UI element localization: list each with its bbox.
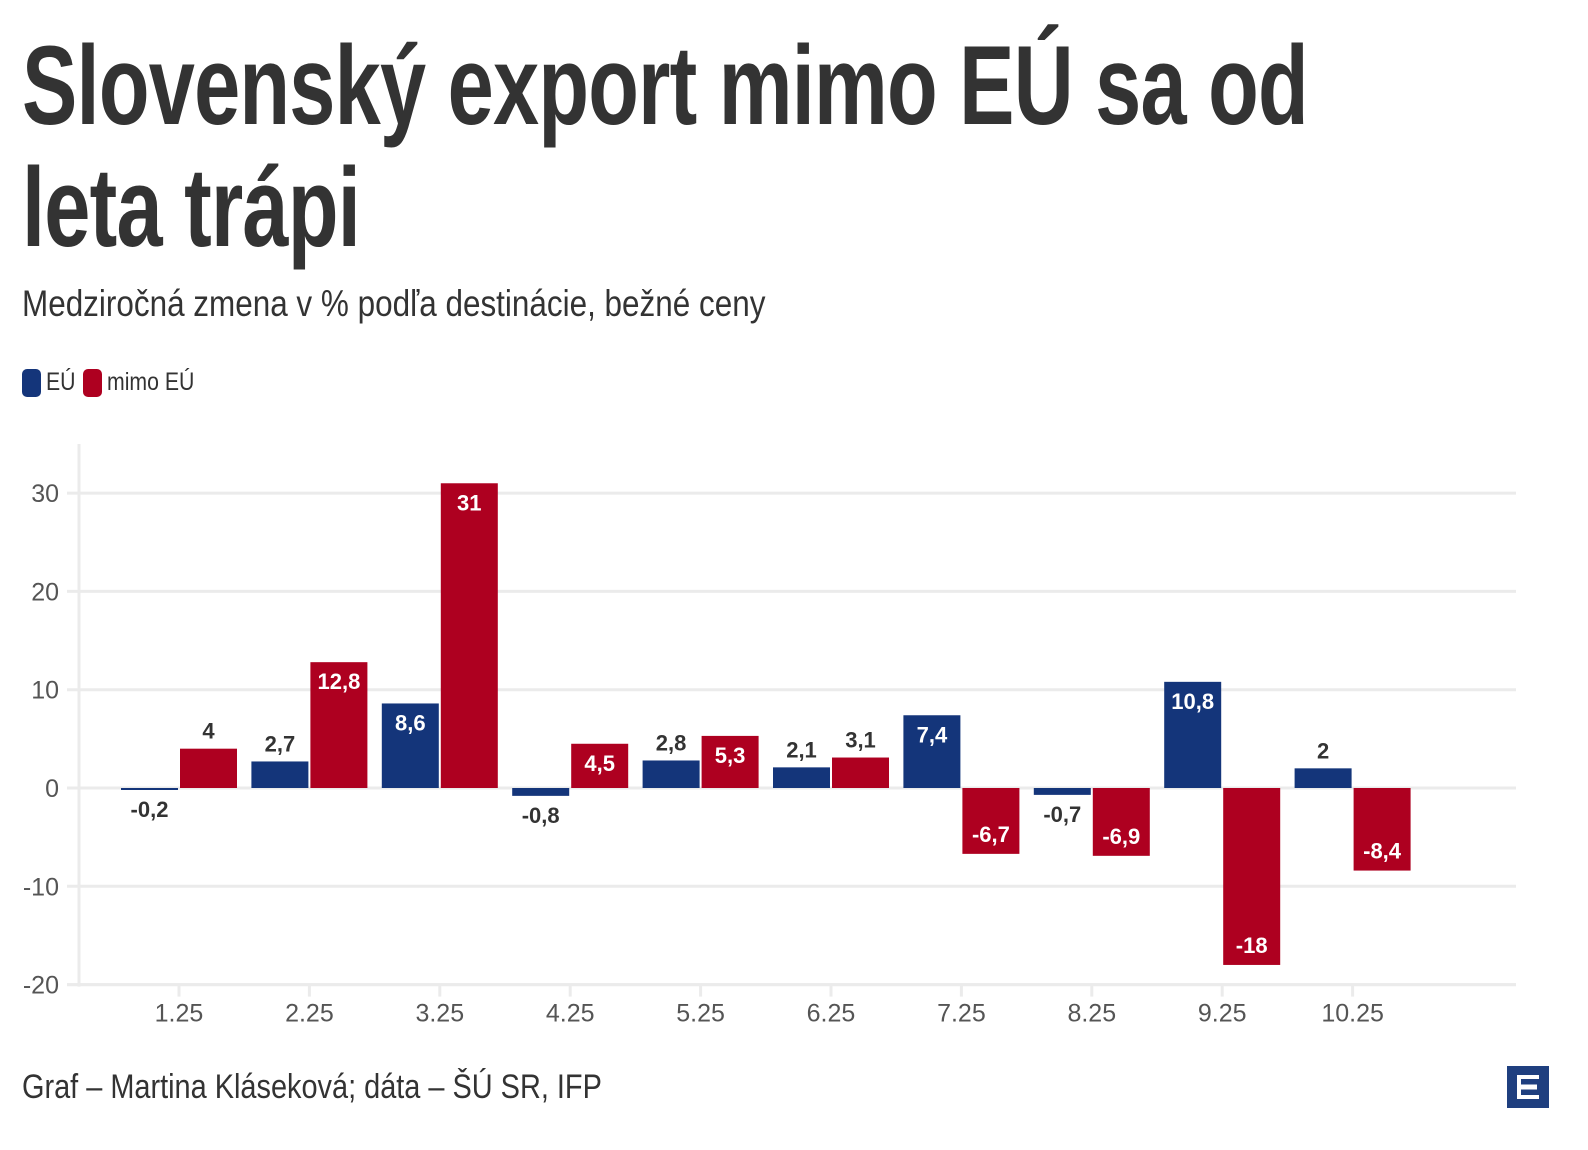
data-label-eu: -0,7 (1043, 802, 1081, 827)
data-label-mimo-eu: -18 (1236, 933, 1268, 958)
source-credit: Graf – Martina Kláseková; dáta – ŠÚ SR, … (22, 1068, 602, 1106)
bar-eu (1033, 788, 1091, 795)
e-logo-glyph (1517, 1075, 1539, 1099)
y-tick-label: 10 (31, 677, 59, 705)
data-labels: -0,2 4 2,7 12,8 8,6 31 -0,8 4,5 2,8 5,3 2,1 3,1 7,4 -… (131, 490, 1402, 958)
legend-item-mimo-eu[interactable]: mimo EÚ (82, 368, 202, 397)
data-label-eu: 2 (1317, 738, 1329, 763)
x-tick-label: 5.25 (676, 1000, 725, 1028)
data-label-mimo-eu: 4 (202, 719, 215, 744)
data-label-eu: -0,2 (131, 797, 169, 822)
data-label-eu: -0,8 (522, 803, 560, 828)
data-label-eu: 7,4 (917, 722, 948, 747)
data-label-eu: 10,8 (1171, 689, 1214, 714)
bar-eu (773, 767, 830, 788)
bar-mimo-eu (1092, 788, 1150, 856)
bars (121, 483, 1411, 965)
bar-mimo-eu (180, 748, 237, 788)
bar-mimo-eu (571, 743, 629, 788)
legend-swatch-eu (22, 368, 41, 397)
chart-title-line-2: leta trápi (22, 145, 361, 270)
legend-swatch-mimo-eu (82, 368, 102, 397)
bar-eu (251, 761, 309, 788)
x-tick-label: 4.25 (546, 1000, 595, 1028)
bar-mimo-eu (701, 735, 759, 788)
x-axis: 1.25 2.25 3.25 4.25 5.25 6.25 7.25 8.25 9.25 10.2… (67, 983, 1516, 1028)
bar-eu (121, 788, 178, 790)
bar-eu (512, 788, 570, 796)
data-label-eu: 8,6 (395, 710, 426, 735)
legend-item-eu[interactable]: EÚ (22, 368, 76, 397)
data-label-mimo-eu: 3,1 (845, 728, 876, 753)
y-axis: 30 20 10 0 -10 -20 (23, 443, 81, 1000)
y-tick-label: 30 (31, 480, 59, 508)
bar-eu (381, 703, 439, 788)
data-label-eu: 2,8 (656, 730, 687, 755)
bar-eu (642, 760, 700, 788)
y-tick-label: 0 (45, 775, 59, 803)
bar-mimo-eu (440, 483, 498, 788)
e-logo-icon[interactable] (1507, 1066, 1549, 1108)
x-tick-label: 10.25 (1321, 1000, 1384, 1028)
data-label-mimo-eu: 31 (457, 490, 481, 515)
legend: EÚ mimo EÚ (22, 368, 212, 397)
data-label-mimo-eu: 12,8 (317, 669, 360, 694)
data-label-mimo-eu: -6,9 (1102, 824, 1140, 849)
bar-chart: 30 20 10 0 -10 -20 1.25 2.25 3.25 4.25 5.25 6.25 7.… (23, 443, 1516, 1028)
x-tick-label: 2.25 (285, 1000, 334, 1028)
chart-title-line-1: Slovenský export mimo EÚ sa od (22, 23, 1309, 148)
y-tick-label: -20 (23, 972, 59, 1000)
y-tick-label: 20 (31, 578, 59, 606)
bar-mimo-eu (1223, 788, 1281, 965)
bar-mimo-eu (310, 662, 368, 788)
bar-eu (903, 715, 961, 788)
x-tick-label: 8.25 (1067, 1000, 1116, 1028)
x-tick-label: 7.25 (937, 1000, 986, 1028)
x-tick-label: 3.25 (415, 1000, 464, 1028)
chart-subtitle: Medziročná zmena v % podľa destinácie, b… (22, 283, 766, 324)
data-label-eu: 2,1 (786, 737, 817, 762)
bar-mimo-eu (832, 757, 889, 788)
legend-label-eu: EÚ (46, 368, 76, 396)
bar-eu (1164, 681, 1222, 788)
data-label-eu: 2,7 (265, 731, 296, 756)
data-label-mimo-eu: 5,3 (715, 743, 746, 768)
legend-label-mimo-eu: mimo EÚ (106, 368, 195, 396)
data-label-mimo-eu: -8,4 (1363, 839, 1402, 864)
data-label-mimo-eu: 4,5 (584, 751, 615, 776)
bar-mimo-eu (962, 788, 1020, 854)
data-label-mimo-eu: -6,7 (972, 822, 1010, 847)
y-tick-label: -10 (23, 873, 59, 901)
x-tick-label: 1.25 (155, 1000, 204, 1028)
x-tick-label: 6.25 (807, 1000, 856, 1028)
bar-eu (1294, 768, 1352, 788)
bar-mimo-eu (1353, 788, 1411, 871)
x-tick-label: 9.25 (1198, 1000, 1247, 1028)
